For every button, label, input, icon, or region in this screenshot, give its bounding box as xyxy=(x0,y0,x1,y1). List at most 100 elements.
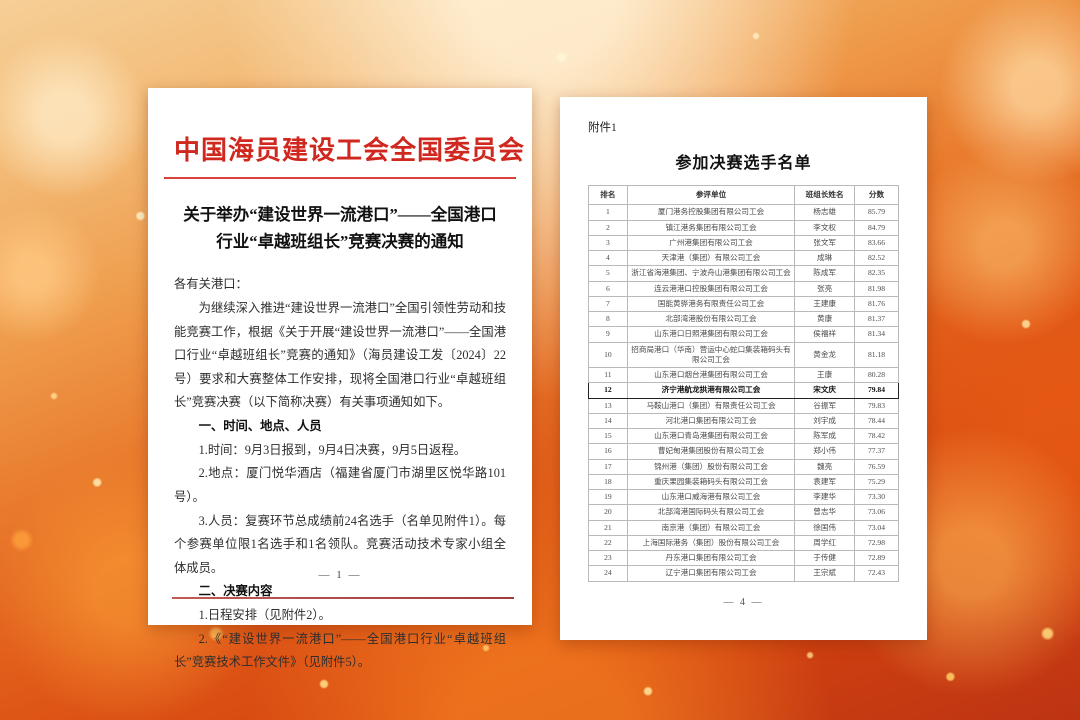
cell-rank: 22 xyxy=(588,534,628,552)
finalists-list-page: 附件1 参加决赛选手名单 排名 参评单位 班组长姓名 分数 1 厦门港务控股集团有… xyxy=(560,97,927,640)
cell-unit: 南京港（集团）有限公司工会 xyxy=(626,519,796,536)
cell-score: 83.66 xyxy=(853,234,900,252)
cell-name: 袁建军 xyxy=(794,473,855,491)
cell-name: 于传健 xyxy=(794,549,855,567)
cell-score: 81.98 xyxy=(853,280,900,297)
cell-rank: 18 xyxy=(588,473,628,491)
cell-rank: 5 xyxy=(588,265,628,282)
cell-name: 谷振军 xyxy=(794,397,855,414)
cell-unit: 马鞍山港口（集团）有限责任公司工会 xyxy=(626,397,796,414)
cell-rank: 4 xyxy=(588,249,628,267)
cell-unit: 济宁港航龙拱港有限公司工会 xyxy=(626,382,796,399)
cell-score: 82.52 xyxy=(853,249,900,267)
cell-unit: 镇江港务集团有限公司工会 xyxy=(626,219,796,236)
cell-rank: 10 xyxy=(588,341,628,368)
document-body: 各有关港口： 为继续深入推进“建设世界一流港口”全国引领性劳动和技能竞赛工作，根… xyxy=(174,273,506,674)
column-header-name: 班组长姓名 xyxy=(794,184,855,206)
cell-name: 陈成军 xyxy=(794,265,855,282)
cell-unit: 厦门港务控股集团有限公司工会 xyxy=(626,204,796,221)
table-row: 12 济宁港航龙拱港有限公司工会 宋文庆 79.84 xyxy=(588,382,900,399)
table-row: 16 曹妃甸港集团股份有限公司工会 郑小伟 77.37 xyxy=(588,443,900,460)
cell-unit: 国能黄骅港务有限责任公司工会 xyxy=(626,295,796,313)
table-row: 8 北部湾港股份有限公司工会 黄康 81.37 xyxy=(588,310,900,328)
item-time: 1.时间：9月3日报到，9月4日决赛，9月5日返程。 xyxy=(198,442,467,457)
item-personnel: 3.人员：复赛环节总成绩前24名选手（名单见附件1）。每个参赛单位限1名选手和1… xyxy=(174,513,506,575)
cell-rank: 13 xyxy=(588,397,628,414)
cell-name: 王康 xyxy=(794,366,855,384)
table-row: 9 山东港口日照港集团有限公司工会 侯福祥 81.34 xyxy=(588,326,900,343)
cell-score: 72.89 xyxy=(853,549,900,567)
cell-unit: 曹妃甸港集团股份有限公司工会 xyxy=(626,443,796,460)
table-row: 15 山东港口青岛港集团有限公司工会 陈军成 78.42 xyxy=(588,427,900,445)
cell-name: 杨志雄 xyxy=(794,204,855,221)
left-page-number: — 1 — xyxy=(318,569,362,581)
footer-red-line xyxy=(172,597,514,599)
table-row: 4 天津港（集团）有限公司工会 成琳 82.52 xyxy=(588,249,900,267)
cell-unit: 招商局港口（华南）营运中心蛇口集装箱码头有限公司工会 xyxy=(626,341,796,368)
cell-rank: 17 xyxy=(588,458,628,475)
table-row: 20 北部湾港国际码头有限公司工会 曾志华 73.06 xyxy=(588,504,900,521)
cell-unit: 辽宁港口集团有限公司工会 xyxy=(626,565,796,582)
document-title: 关于举办“建设世界一流港口”——全国港口 行业“卓越班组长”竞赛决赛的通知 xyxy=(174,201,506,255)
cell-unit: 广州港集团有限公司工会 xyxy=(626,234,796,252)
cell-score: 81.76 xyxy=(853,295,900,313)
cell-score: 81.37 xyxy=(853,310,900,328)
cell-score: 79.83 xyxy=(853,397,900,414)
right-page-number: — 4 — xyxy=(723,597,764,608)
cell-score: 78.44 xyxy=(853,412,900,430)
table-row: 14 河北港口集团有限公司工会 刘宇成 78.44 xyxy=(588,412,900,430)
cell-rank: 19 xyxy=(588,488,628,506)
cell-score: 85.79 xyxy=(853,204,900,221)
table-row: 1 厦门港务控股集团有限公司工会 杨志雄 85.79 xyxy=(588,204,900,221)
table-row: 6 连云港港口控股集团有限公司工会 张亮 81.98 xyxy=(588,280,900,297)
cell-rank: 2 xyxy=(588,219,628,236)
cell-rank: 14 xyxy=(588,412,628,430)
cell-name: 张亮 xyxy=(794,280,855,297)
cell-unit: 北部湾港股份有限公司工会 xyxy=(626,310,796,328)
document-title-line1: 关于举办“建设世界一流港口”——全国港口 xyxy=(183,205,497,224)
cell-score: 73.04 xyxy=(853,519,900,536)
cell-name: 成琳 xyxy=(794,249,855,267)
cell-score: 80.28 xyxy=(853,366,900,384)
item-location: 2.地点：厦门悦华酒店（福建省厦门市湖里区悦华路101号）。 xyxy=(174,466,506,504)
cell-rank: 6 xyxy=(588,280,628,297)
cell-rank: 24 xyxy=(588,565,628,582)
cell-name: 刘宇成 xyxy=(794,412,855,430)
cell-unit: 河北港口集团有限公司工会 xyxy=(626,412,796,430)
cell-name: 李建华 xyxy=(794,488,855,506)
cell-rank: 20 xyxy=(588,504,628,521)
cell-rank: 8 xyxy=(588,310,628,328)
cell-name: 宋文庆 xyxy=(794,382,855,399)
cell-score: 78.42 xyxy=(853,427,900,445)
cell-unit: 丹东港口集团有限公司工会 xyxy=(626,549,796,567)
cell-rank: 11 xyxy=(588,366,628,384)
table-row: 2 镇江港务集团有限公司工会 李文权 84.79 xyxy=(588,219,900,236)
cell-name: 周学红 xyxy=(794,534,855,552)
cell-unit: 山东港口威海港有限公司工会 xyxy=(626,488,796,506)
table-row: 5 浙江省海港集团、宁波舟山港集团有限公司工会 陈成军 82.35 xyxy=(588,265,900,282)
organization-header: 中国海员建设工会全国委员会 xyxy=(174,136,526,165)
table-row: 18 重庆果园集装箱码头有限公司工会 袁建军 75.29 xyxy=(588,473,900,491)
cell-unit: 重庆果园集装箱码头有限公司工会 xyxy=(626,473,796,491)
cell-name: 徐国伟 xyxy=(794,519,855,536)
table-row: 22 上海国际港务（集团）股份有限公司工会 周学红 72.98 xyxy=(588,534,900,552)
cell-score: 79.84 xyxy=(853,382,900,399)
table-row: 24 辽宁港口集团有限公司工会 王宗斌 72.43 xyxy=(588,565,900,582)
header-underline xyxy=(164,177,516,179)
attachment-label: 附件1 xyxy=(588,122,617,134)
cell-name: 魏亮 xyxy=(794,458,855,475)
item-technical-doc: 2.《“建设世界一流港口”——全国港口行业“卓越班组长”竞赛技术工作文件》（见附… xyxy=(174,631,506,670)
cell-rank: 9 xyxy=(588,326,628,343)
cell-score: 76.59 xyxy=(853,458,900,475)
cell-score: 72.98 xyxy=(853,534,900,552)
cell-name: 郑小伟 xyxy=(794,443,855,460)
cell-name: 曾志华 xyxy=(794,504,855,521)
cell-name: 黄康 xyxy=(794,310,855,328)
section2-heading: 二、决赛内容 xyxy=(198,584,273,599)
cell-unit: 山东港口烟台港集团有限公司工会 xyxy=(626,366,796,384)
cell-rank: 3 xyxy=(588,234,628,252)
intro-paragraph: 为继续深入推进“建设世界一流港口”全国引领性劳动和技能竞赛工作，根据《关于开展“… xyxy=(174,301,506,410)
cell-name: 陈军成 xyxy=(794,427,855,445)
table-row: 21 南京港（集团）有限公司工会 徐国伟 73.04 xyxy=(588,519,900,536)
notice-document-page: 中国海员建设工会全国委员会 关于举办“建设世界一流港口”——全国港口 行业“卓越… xyxy=(148,88,532,669)
